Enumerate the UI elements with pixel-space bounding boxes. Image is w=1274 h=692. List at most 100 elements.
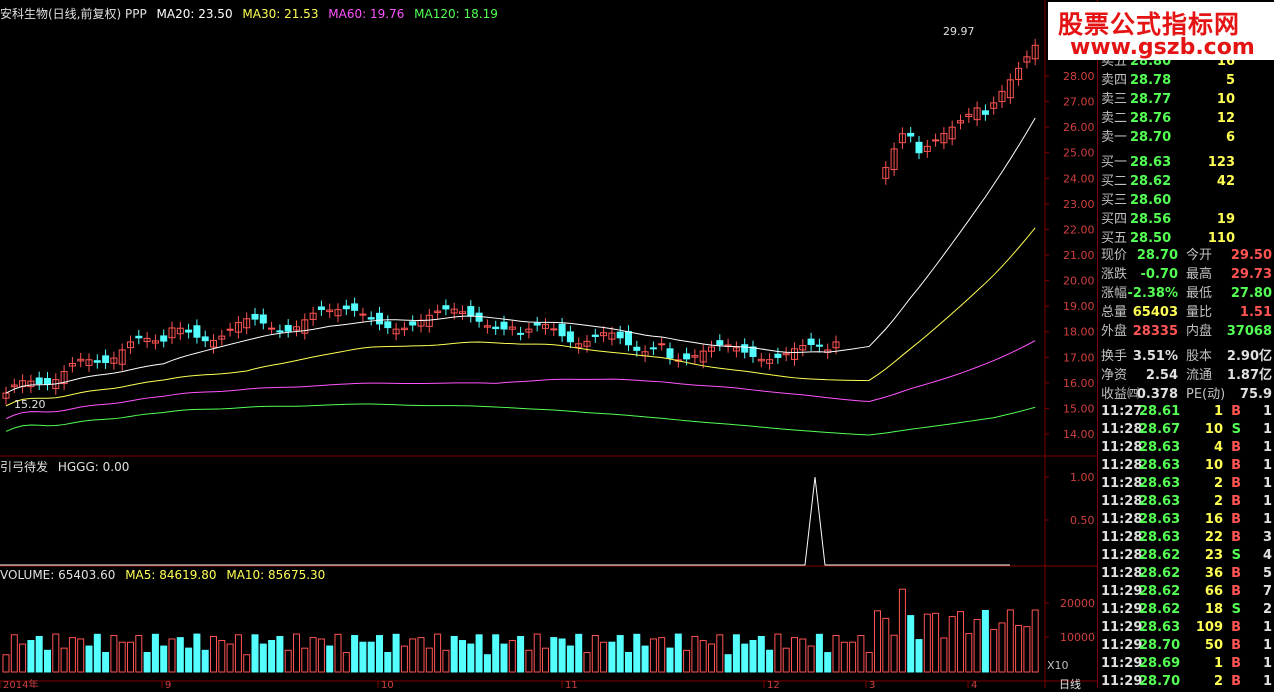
candle-body — [1006, 79, 1014, 99]
volume-bar — [234, 634, 242, 673]
candle-body — [284, 324, 292, 332]
tick-time: 11:29 — [1101, 656, 1143, 671]
tick-price: 28.61 — [1139, 404, 1181, 419]
tick-row[interactable]: 11:29 28.70 50 B 1 — [1098, 637, 1274, 655]
tick-side: B — [1231, 656, 1241, 671]
volume-bar — [1031, 609, 1039, 673]
tick-price: 28.63 — [1139, 620, 1181, 635]
volume-bar — [1015, 624, 1023, 673]
tick-row[interactable]: 11:28 28.63 10 B 1 — [1098, 457, 1274, 475]
candle-body — [93, 360, 101, 363]
tick-row[interactable]: 11:29 28.62 66 B 7 — [1098, 583, 1274, 601]
volume-bar — [807, 645, 815, 673]
candle-body — [309, 312, 317, 320]
volume-bar — [558, 638, 566, 673]
book-label: 买五 — [1101, 231, 1128, 246]
price-tick-label: 20.00 — [1063, 275, 1095, 288]
book-price: 28.77 — [1130, 92, 1172, 107]
volume-bar — [301, 647, 309, 673]
candle-body — [898, 133, 906, 144]
quote-value: 28335 — [1132, 324, 1178, 339]
tick-row[interactable]: 11:28 28.62 23 S 4 — [1098, 547, 1274, 565]
tick-row[interactable]: 11:28 28.67 10 S 1 — [1098, 421, 1274, 439]
volume-bar — [757, 635, 765, 673]
candle-body — [326, 309, 334, 313]
tick-count: 3 — [1262, 530, 1272, 545]
tick-side: B — [1231, 440, 1241, 455]
volume-bar — [890, 634, 898, 673]
quote-value: 29.73 — [1230, 267, 1272, 282]
tick-count: 1 — [1262, 620, 1272, 635]
kline-svg[interactable]: 28.00 27.00 26.00 25.00 24.00 23.00 22.00 21.00… — [0, 0, 1097, 688]
candle-body — [492, 326, 500, 330]
tick-count: 1 — [1262, 674, 1272, 689]
ask-row[interactable]: 卖二 28.76 12 — [1098, 109, 1274, 128]
quote-row: 外盘 28335 内盘 37068 — [1098, 322, 1274, 341]
volume-bar — [666, 647, 674, 673]
candle-body — [143, 337, 151, 343]
bid-row[interactable]: 买一 28.63 123 — [1098, 153, 1274, 172]
tick-row[interactable]: 11:29 28.70 2 B 1 — [1098, 673, 1274, 691]
tick-row[interactable]: 11:28 28.63 22 B 3 — [1098, 529, 1274, 547]
book-price: 28.50 — [1130, 231, 1172, 246]
tick-row[interactable]: 11:29 28.69 1 B 1 — [1098, 655, 1274, 673]
quote-value: 1.87亿 — [1226, 368, 1272, 383]
tick-volume: 4 — [1213, 440, 1223, 455]
tick-side: B — [1231, 584, 1241, 599]
candle-body — [77, 358, 85, 362]
period-label[interactable]: 日线 — [1059, 678, 1081, 691]
tick-row[interactable]: 11:29 28.62 18 S 2 — [1098, 601, 1274, 619]
tick-row[interactable]: 11:29 28.63 109 B 1 — [1098, 619, 1274, 637]
candle-body — [151, 340, 159, 344]
volume-bar — [483, 654, 491, 673]
book-label: 卖四 — [1101, 73, 1128, 88]
ma120-line — [5, 403, 1036, 436]
tick-row[interactable]: 11:28 28.63 16 B 1 — [1098, 511, 1274, 529]
tick-side: B — [1231, 494, 1241, 509]
candle-body — [392, 328, 400, 335]
tick-row[interactable]: 11:27 28.61 1 B 1 — [1098, 403, 1274, 421]
tick-row[interactable]: 11:28 28.63 2 B 1 — [1098, 475, 1274, 493]
volume-bar — [160, 645, 168, 673]
quote-label: 最高 — [1186, 267, 1213, 282]
bid-row[interactable]: 买五 28.50 110 — [1098, 229, 1274, 248]
indicator-legend: 引弓待发 HGGG: 0.00 — [0, 458, 135, 475]
bid-row[interactable]: 买四 28.56 19 — [1098, 210, 1274, 229]
candle-body — [442, 305, 450, 310]
tick-time: 11:29 — [1101, 602, 1143, 617]
quote-value: 75.9 — [1239, 387, 1272, 402]
tick-price: 28.63 — [1139, 458, 1181, 473]
volume-bar — [467, 643, 475, 673]
candle-body — [276, 330, 284, 333]
price-tick-label: 25.00 — [1063, 147, 1095, 160]
quote-value: 29.50 — [1230, 248, 1272, 263]
bid-row[interactable]: 买二 28.62 42 — [1098, 172, 1274, 191]
ask-row[interactable]: 卖一 28.70 6 — [1098, 128, 1274, 147]
volume-bar — [948, 616, 956, 673]
price-tick-label: 14.00 — [1063, 428, 1095, 441]
quote-label: 总量 — [1101, 305, 1128, 320]
tick-row[interactable]: 11:28 28.62 36 B 5 — [1098, 565, 1274, 583]
tick-row[interactable]: 11:28 28.63 2 B 1 — [1098, 493, 1274, 511]
volume-bar — [965, 633, 973, 673]
tick-time: 11:28 — [1101, 422, 1143, 437]
volume-bar — [376, 635, 383, 673]
tick-time: 11:28 — [1101, 566, 1143, 581]
price-tick-label: 24.00 — [1063, 172, 1095, 185]
candle-body — [110, 357, 118, 364]
candle-body — [483, 325, 491, 328]
volume-bar — [102, 652, 110, 673]
volume-bar — [384, 651, 392, 673]
volume-bar — [774, 633, 782, 673]
book-price: 28.63 — [1130, 155, 1172, 170]
ask-row[interactable]: 卖四 28.78 5 — [1098, 71, 1274, 90]
kline-chart-area[interactable]: 28.00 27.00 26.00 25.00 24.00 23.00 22.00 21.00… — [0, 0, 1097, 691]
ask-row[interactable]: 卖三 28.77 10 — [1098, 90, 1274, 109]
volume-bar — [791, 637, 798, 673]
bid-row[interactable]: 买三 28.60 — [1098, 191, 1274, 210]
tick-row[interactable]: 11:28 28.63 4 B 1 — [1098, 439, 1274, 457]
quote-value: -0.70 — [1140, 267, 1178, 282]
volume-bar — [309, 637, 317, 673]
tick-price: 28.70 — [1139, 638, 1181, 653]
candle-body — [400, 327, 408, 331]
